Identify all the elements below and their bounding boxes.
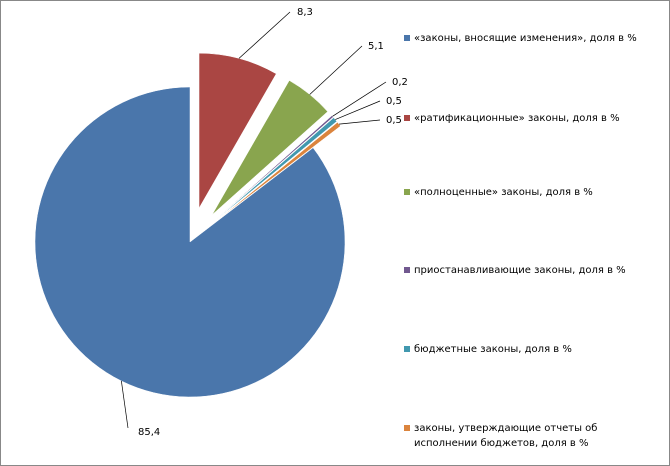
- leader-line: [238, 11, 291, 59]
- legend-marker: [404, 267, 410, 273]
- leader-line: [338, 119, 381, 125]
- legend-label: законы, утверждающие отчеты об исполнени…: [414, 423, 598, 449]
- legend-item: «ратификационные» законы, доля в %: [404, 111, 654, 126]
- legend-item: «законы, вносящие изменения», доля в %: [404, 31, 654, 46]
- leader-line: [121, 380, 129, 429]
- legend-label: «ратификационные» законы, доля в %: [414, 113, 620, 124]
- data-label: 8,3: [297, 7, 313, 18]
- legend-marker: [404, 189, 410, 195]
- legend-marker: [404, 346, 410, 352]
- legend-marker: [404, 115, 410, 121]
- data-label: 85,4: [138, 427, 160, 438]
- legend-item: бюджетные законы, доля в %: [404, 342, 654, 357]
- legend-label: приостанавливающие законы, доля в %: [414, 265, 626, 276]
- legend-label: бюджетные законы, доля в %: [414, 344, 572, 355]
- pie-slice: [211, 80, 329, 216]
- legend-item: законы, утверждающие отчеты об исполнени…: [404, 421, 654, 451]
- legend-label: «полноценные» законы, доля в %: [414, 187, 593, 198]
- legend-label: «законы, вносящие изменения», доля в %: [414, 33, 637, 44]
- legend-item: «полноценные» законы, доля в %: [404, 185, 654, 200]
- data-label: 0,5: [386, 115, 402, 126]
- leader-line: [309, 45, 363, 95]
- pie-slice: [34, 86, 346, 398]
- data-label: 5,1: [368, 41, 384, 52]
- legend-item: приостанавливающие законы, доля в %: [404, 263, 654, 278]
- data-label: 0,5: [386, 96, 402, 107]
- legend-marker: [404, 425, 410, 431]
- leader-line: [332, 81, 387, 117]
- pie-slice: [198, 52, 277, 210]
- legend-marker: [404, 35, 410, 41]
- pie-slice: [216, 117, 338, 220]
- leader-line: [335, 100, 381, 120]
- data-label: 0,2: [392, 77, 408, 88]
